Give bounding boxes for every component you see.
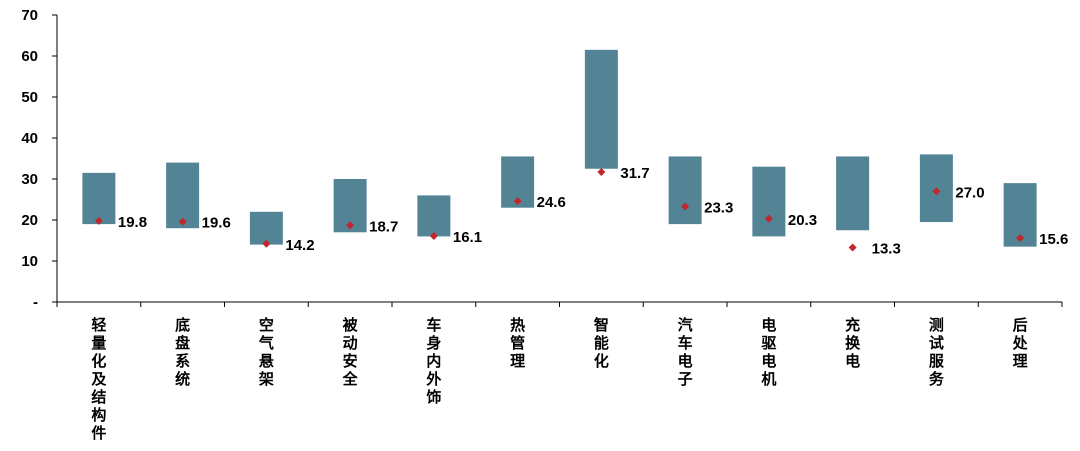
data-label: 14.2 bbox=[285, 237, 314, 254]
x-category-label: 充换电 bbox=[845, 316, 861, 370]
x-category-label: 轻量化及结构件 bbox=[91, 316, 107, 442]
value-marker bbox=[429, 231, 438, 240]
x-category-label: 车身内外饰 bbox=[425, 316, 441, 406]
value-marker bbox=[346, 221, 355, 230]
data-label: 16.1 bbox=[453, 229, 482, 246]
y-tick-label: 40 bbox=[21, 130, 38, 147]
x-category-label: 空气悬架 bbox=[258, 316, 274, 388]
value-marker bbox=[513, 197, 522, 206]
data-label: 27.0 bbox=[955, 184, 984, 201]
range-bar bbox=[752, 166, 786, 237]
y-tick-label: 20 bbox=[21, 212, 38, 229]
data-label: 19.6 bbox=[202, 215, 231, 232]
data-label: 31.7 bbox=[620, 165, 649, 182]
value-marker bbox=[262, 239, 271, 248]
value-marker bbox=[848, 243, 857, 252]
range-bar bbox=[668, 156, 702, 225]
range-bar bbox=[836, 156, 870, 231]
range-bar bbox=[82, 172, 116, 225]
value-markers bbox=[94, 168, 1025, 252]
data-label: 20.3 bbox=[788, 212, 817, 229]
range-bar bbox=[417, 195, 451, 237]
value-marker bbox=[932, 187, 941, 196]
x-category-label: 后处理 bbox=[1012, 316, 1029, 370]
range-bar bbox=[249, 211, 283, 245]
x-category-label: 被动安全 bbox=[342, 316, 359, 388]
data-label: 24.6 bbox=[537, 194, 566, 211]
value-marker bbox=[681, 202, 690, 211]
data-labels: 19.8 19.6 14.2 18.7 16.1 24.6 31.7 23.3 20.3 13.3… bbox=[118, 165, 1068, 257]
x-category-label: 汽车电子 bbox=[678, 316, 693, 388]
range-bar bbox=[584, 49, 618, 169]
value-marker bbox=[1016, 234, 1025, 243]
value-marker bbox=[94, 216, 103, 225]
data-label: 23.3 bbox=[704, 199, 733, 216]
x-axis: 轻量化及结构件 底盘系统 空气悬架 被动安全 车身内外饰 热管理 智能化 汽车电子 电驱电机 充换… bbox=[56, 301, 1063, 442]
value-marker bbox=[764, 214, 773, 223]
range-bars bbox=[82, 49, 1037, 247]
data-label: 13.3 bbox=[872, 240, 901, 257]
y-tick-label: - bbox=[33, 294, 38, 311]
y-tick-label: 60 bbox=[21, 48, 38, 65]
y-tick-label: 70 bbox=[21, 7, 38, 24]
y-tick-label: 10 bbox=[21, 253, 38, 270]
value-marker bbox=[178, 217, 187, 226]
data-label: 18.7 bbox=[369, 218, 398, 235]
range-bar bbox=[166, 162, 200, 229]
x-category-label: 智能化 bbox=[594, 316, 609, 370]
value-marker bbox=[597, 168, 606, 177]
x-category-label: 电驱电机 bbox=[761, 316, 776, 388]
data-label: 19.8 bbox=[118, 214, 147, 231]
x-category-label: 测试服务 bbox=[929, 316, 945, 388]
y-tick-label: 30 bbox=[21, 171, 38, 188]
x-category-label: 底盘系统 bbox=[175, 316, 190, 388]
data-label: 15.6 bbox=[1039, 231, 1068, 248]
x-category-label: 热管理 bbox=[510, 316, 525, 370]
y-tick-label: 50 bbox=[21, 89, 38, 106]
y-axis: - 10 20 30 40 50 60 70 bbox=[21, 7, 58, 311]
